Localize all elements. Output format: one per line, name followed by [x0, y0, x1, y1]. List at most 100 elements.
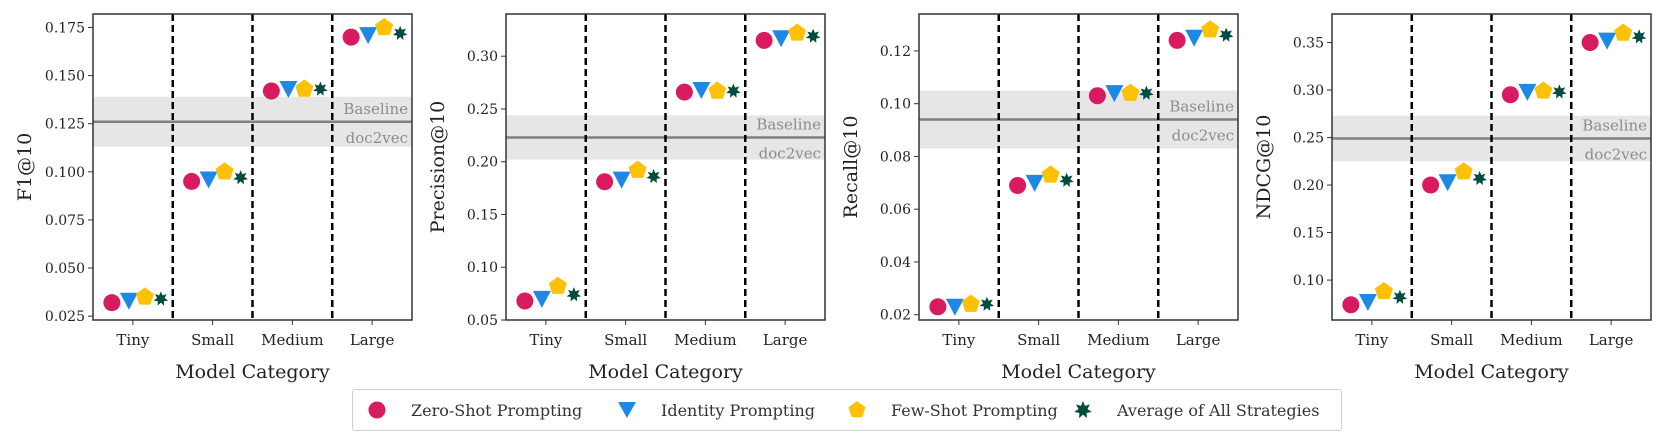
- identity-point: [1598, 32, 1617, 50]
- baseline-label: Baseline: [343, 100, 408, 118]
- average-point: [392, 25, 408, 40]
- heptagram-icon: [1074, 401, 1092, 419]
- zero-shot-point: [929, 298, 947, 316]
- legend-item-few-shot: Few-Shot Prompting: [847, 390, 1058, 430]
- baseline-sublabel: doc2vec: [1172, 127, 1234, 145]
- few-shot-point: [961, 294, 980, 312]
- few-shot-point: [375, 17, 394, 36]
- average-point: [566, 287, 582, 302]
- identity-point: [279, 81, 298, 99]
- plot-frame: [505, 13, 826, 321]
- y-tick-label: 0.050: [45, 261, 85, 277]
- zero-shot-point: [1009, 176, 1027, 194]
- average-point: [313, 81, 328, 96]
- few-shot-point: [1534, 81, 1553, 99]
- baseline-label: Baseline: [756, 115, 821, 133]
- x-tick-label: Tiny: [116, 331, 149, 349]
- x-tick-label: Tiny: [529, 331, 562, 349]
- x-axis-label: Model Category: [588, 361, 743, 383]
- y-tick-label: 0.20: [1293, 178, 1324, 194]
- baseline-label: Baseline: [1582, 116, 1647, 134]
- few-shot-point: [1614, 23, 1633, 41]
- plot-frame: [1331, 13, 1652, 321]
- y-tick-label: 0.15: [1293, 226, 1324, 242]
- baseline-sublabel: doc2vec: [346, 129, 408, 147]
- zero-shot-point: [1168, 31, 1186, 49]
- x-tick-label: Large: [350, 331, 395, 349]
- average-point: [1059, 172, 1074, 187]
- x-tick-label: Large: [1589, 331, 1634, 349]
- baseline-label: Baseline: [1169, 98, 1234, 116]
- zero-shot-point: [1581, 34, 1599, 52]
- zero-shot-point: [596, 173, 614, 191]
- few-shot-point: [548, 276, 567, 294]
- few-shot-point: [215, 162, 234, 180]
- zero-shot-point: [342, 28, 360, 46]
- y-tick-label: 0.25: [467, 102, 498, 118]
- x-tick-label: Medium: [1087, 331, 1150, 349]
- zero-shot-point: [755, 31, 773, 49]
- y-axis-label: Recall@10: [840, 116, 862, 219]
- triangle-down-icon: [618, 402, 636, 418]
- y-tick-label: 0.20: [467, 155, 498, 171]
- zero-shot-point: [1088, 87, 1106, 105]
- legend-label: Few-Shot Prompting: [891, 400, 1058, 420]
- baseline-sublabel: doc2vec: [1585, 145, 1647, 163]
- few-shot-point: [1374, 281, 1393, 300]
- y-tick-label: 0.175: [45, 20, 85, 36]
- identity-point: [772, 30, 791, 48]
- y-tick-label: 0.04: [880, 255, 911, 271]
- x-tick-label: Small: [1430, 331, 1473, 349]
- plot-frame: [92, 13, 413, 321]
- identity-point: [1438, 174, 1457, 192]
- identity-point: [612, 171, 631, 189]
- y-axis-label: F1@10: [14, 133, 36, 201]
- legend-label: Average of All Strategies: [1117, 400, 1320, 420]
- average-point: [646, 169, 661, 184]
- legend-item-zero-shot: Zero-Shot Prompting: [367, 390, 582, 430]
- y-tick-label: 0.30: [467, 49, 498, 65]
- average-point: [1392, 289, 1408, 304]
- x-tick-label: Small: [191, 331, 234, 349]
- zero-shot-point: [1342, 296, 1360, 314]
- zero-shot-point: [262, 82, 280, 100]
- few-shot-point: [1041, 165, 1060, 183]
- legend-label: Zero-Shot Prompting: [411, 400, 583, 420]
- x-tick-label: Large: [763, 331, 808, 349]
- average-point: [233, 170, 248, 185]
- chart-panel-3: Baseline doc2vec 0.02 0.04 0.06 0.08 0.10 0.12 T…: [840, 13, 1239, 383]
- x-axis-label: Model Category: [1001, 361, 1156, 383]
- few-shot-point: [1454, 162, 1473, 180]
- legend: Zero-Shot Prompting Identity Prompting F…: [352, 389, 1342, 431]
- average-point: [1552, 84, 1567, 99]
- average-point: [1139, 85, 1154, 100]
- legend-item-average: Average of All Strategies: [1073, 390, 1319, 430]
- average-point: [153, 291, 169, 306]
- y-tick-label: 0.10: [467, 260, 498, 276]
- identity-point: [692, 81, 711, 99]
- x-axis-label: Model Category: [1414, 361, 1569, 383]
- y-tick-label: 0.12: [880, 44, 911, 60]
- chart-panel-4: Baseline doc2vec 0.10 0.15 0.20 0.25 0.30 0.35 T…: [1253, 13, 1652, 383]
- x-tick-label: Small: [604, 331, 647, 349]
- legend-label: Identity Prompting: [661, 400, 815, 420]
- legend-item-identity: Identity Prompting: [617, 390, 815, 430]
- x-axis-label: Model Category: [175, 361, 330, 383]
- zero-shot-point: [183, 172, 201, 190]
- few-shot-point: [788, 23, 807, 41]
- identity-point: [119, 292, 138, 310]
- few-shot-point: [1201, 20, 1220, 38]
- plot-frame: [918, 13, 1239, 321]
- identity-point: [1025, 174, 1044, 192]
- y-tick-label: 0.150: [45, 69, 85, 85]
- x-tick-label: Tiny: [942, 331, 975, 349]
- x-tick-label: Tiny: [1355, 331, 1388, 349]
- average-point: [979, 296, 995, 311]
- identity-point: [199, 171, 218, 189]
- zero-shot-point: [516, 292, 534, 310]
- y-tick-label: 0.06: [880, 202, 911, 218]
- zero-shot-point: [1422, 176, 1440, 194]
- identity-point: [945, 298, 964, 316]
